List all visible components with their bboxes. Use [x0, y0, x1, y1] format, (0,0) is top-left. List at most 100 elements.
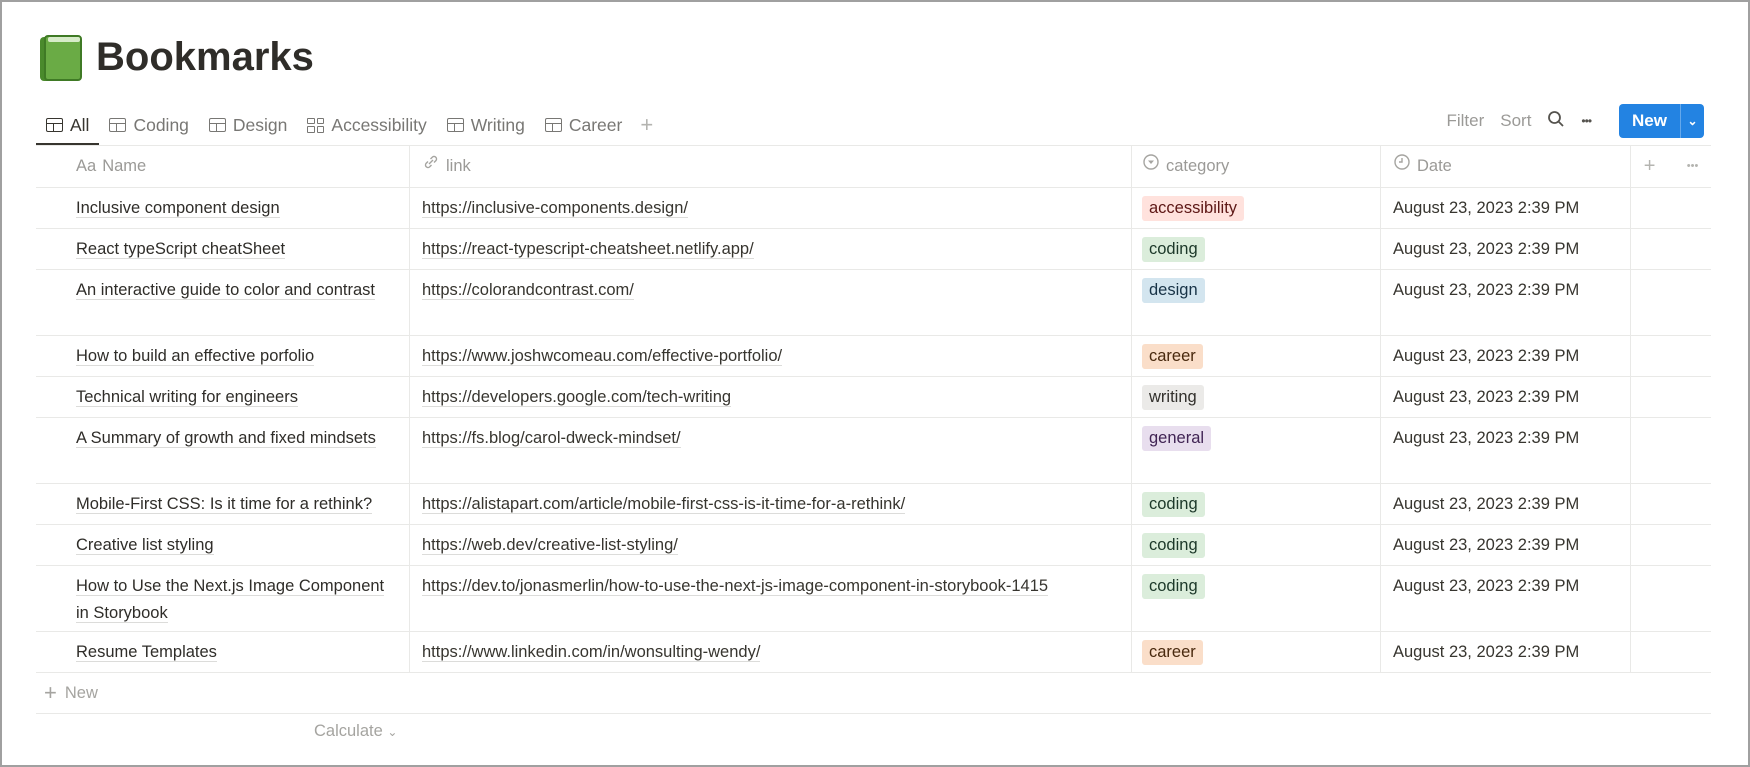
category-cell[interactable]: writing [1132, 377, 1381, 417]
table-row[interactable]: Mobile-First CSS: Is it time for a rethi… [36, 484, 1711, 525]
name-cell[interactable]: An interactive guide to color and contra… [36, 270, 410, 335]
add-view-icon[interactable]: + [640, 112, 654, 137]
date-cell[interactable]: August 23, 2023 2:39 PM [1381, 484, 1631, 524]
table-row[interactable]: A Summary of growth and fixed mindsets ht… [36, 418, 1711, 484]
table-row[interactable]: An interactive guide to color and contra… [36, 270, 1711, 336]
name-cell[interactable]: React typeScript cheatSheet [36, 229, 410, 269]
category-cell[interactable]: coding [1132, 229, 1381, 269]
table-row[interactable]: Resume Templates https://www.linkedin.com… [36, 632, 1711, 673]
link-cell[interactable]: https://www.linkedin.com/in/wonsulting-w… [410, 632, 1132, 672]
date-cell[interactable]: August 23, 2023 2:39 PM [1381, 188, 1631, 228]
divider [36, 145, 1711, 146]
tab-accessibility[interactable]: Accessibility [297, 106, 436, 144]
name-cell[interactable]: How to build an effective porfolio [36, 336, 410, 376]
bookmark-link[interactable]: https://www.linkedin.com/in/wonsulting-w… [422, 643, 761, 662]
name-cell[interactable]: How to Use the Next.js Image Component i… [36, 566, 410, 631]
column-header-name[interactable]: Aa Name [36, 146, 410, 187]
table-row[interactable]: How to Use the Next.js Image Component i… [36, 566, 1711, 632]
table-row[interactable]: How to build an effective porfolio https:… [36, 336, 1711, 377]
date-cell[interactable]: August 23, 2023 2:39 PM [1381, 418, 1631, 483]
more-options-icon[interactable]: ••• [1581, 114, 1592, 128]
name-cell[interactable]: Creative list styling [36, 525, 410, 565]
name-cell[interactable]: Resume Templates [36, 632, 410, 672]
bookmark-link[interactable]: https://fs.blog/carol-dweck-mindset/ [422, 429, 681, 448]
bookmark-link[interactable]: https://developers.google.com/tech-writi… [422, 388, 732, 407]
category-cell[interactable]: general [1132, 418, 1381, 483]
category-cell[interactable]: coding [1132, 525, 1381, 565]
bookmark-name[interactable]: Technical writing for engineers [76, 388, 298, 407]
empty-cell [1631, 188, 1711, 228]
tab-label: Career [568, 114, 623, 135]
bookmark-link[interactable]: https://alistapart.com/article/mobile-fi… [422, 495, 906, 514]
date-cell[interactable]: August 23, 2023 2:39 PM [1381, 525, 1631, 565]
date-cell[interactable]: August 23, 2023 2:39 PM [1381, 632, 1631, 672]
bookmark-link[interactable]: https://react-typescript-cheatsheet.netl… [422, 240, 754, 259]
tab-writing[interactable]: Writing [437, 106, 535, 144]
tab-design[interactable]: Design [199, 106, 297, 144]
empty-cell [1631, 525, 1711, 565]
link-cell[interactable]: https://developers.google.com/tech-writi… [410, 377, 1132, 417]
bookmark-name[interactable]: An interactive guide to color and contra… [76, 281, 376, 300]
bookmark-name[interactable]: How to build an effective porfolio [76, 347, 315, 366]
category-cell[interactable]: career [1132, 632, 1381, 672]
sort-button[interactable]: Sort [1500, 111, 1532, 130]
name-cell[interactable]: Technical writing for engineers [36, 377, 410, 417]
date-cell[interactable]: August 23, 2023 2:39 PM [1381, 566, 1631, 631]
calculate-button[interactable]: Calculate ⌄ [314, 722, 397, 741]
category-tag: career [1142, 640, 1203, 665]
link-cell[interactable]: https://alistapart.com/article/mobile-fi… [410, 484, 1132, 524]
link-cell[interactable]: https://www.joshwcomeau.com/effective-po… [410, 336, 1132, 376]
more-icon[interactable]: ••• [1686, 160, 1699, 172]
category-cell[interactable]: accessibility [1132, 188, 1381, 228]
link-cell[interactable]: https://react-typescript-cheatsheet.netl… [410, 229, 1132, 269]
search-icon[interactable] [1547, 110, 1565, 133]
bookmark-name[interactable]: Mobile-First CSS: Is it time for a rethi… [76, 495, 373, 514]
chevron-down-icon[interactable]: ⌄ [1680, 104, 1704, 138]
bookmark-link[interactable]: https://dev.to/jonasmerlin/how-to-use-th… [422, 577, 1049, 596]
table-row[interactable]: Creative list styling https://web.dev/cre… [36, 525, 1711, 566]
bookmark-name[interactable]: Inclusive component design [76, 199, 280, 218]
category-cell[interactable]: coding [1132, 484, 1381, 524]
new-button[interactable]: New ⌄ [1619, 104, 1704, 138]
link-cell[interactable]: https://colorandcontrast.com/ [410, 270, 1132, 335]
filter-button[interactable]: Filter [1446, 111, 1485, 130]
link-cell[interactable]: https://inclusive-components.design/ [410, 188, 1132, 228]
table-row[interactable]: React typeScript cheatSheet https://react… [36, 229, 1711, 270]
date-cell[interactable]: August 23, 2023 2:39 PM [1381, 229, 1631, 269]
bookmark-name[interactable]: Resume Templates [76, 643, 217, 662]
date-cell[interactable]: August 23, 2023 2:39 PM [1381, 336, 1631, 376]
table-row[interactable]: Inclusive component design https://inclus… [36, 188, 1711, 229]
date-cell[interactable]: August 23, 2023 2:39 PM [1381, 377, 1631, 417]
bookmark-name[interactable]: React typeScript cheatSheet [76, 240, 286, 259]
new-button-label[interactable]: New [1632, 111, 1667, 130]
name-cell[interactable]: Inclusive component design [36, 188, 410, 228]
table-row[interactable]: Technical writing for engineers https://d… [36, 377, 1711, 418]
bookmark-name[interactable]: A Summary of growth and fixed mindsets [76, 429, 376, 448]
empty-cell [1631, 566, 1711, 631]
category-cell[interactable]: design [1132, 270, 1381, 335]
category-cell[interactable]: career [1132, 336, 1381, 376]
bookmark-link[interactable]: https://web.dev/creative-list-styling/ [422, 536, 678, 555]
column-label: category [1166, 157, 1230, 175]
bookmark-link[interactable]: https://www.joshwcomeau.com/effective-po… [422, 347, 783, 366]
column-header-date[interactable]: Date [1381, 146, 1631, 187]
add-property-icon[interactable]: + [1643, 155, 1656, 177]
bookmark-name[interactable]: Creative list styling [76, 536, 214, 555]
tab-coding[interactable]: Coding [99, 106, 198, 144]
bookmark-link[interactable]: https://inclusive-components.design/ [422, 199, 688, 218]
category-cell[interactable]: coding [1132, 566, 1381, 631]
link-cell[interactable]: https://web.dev/creative-list-styling/ [410, 525, 1132, 565]
column-header-category[interactable]: category [1132, 146, 1381, 187]
name-cell[interactable]: A Summary of growth and fixed mindsets [36, 418, 410, 483]
bookmark-link[interactable]: https://colorandcontrast.com/ [422, 281, 634, 300]
tab-all[interactable]: All [36, 106, 100, 145]
column-header-link[interactable]: link [410, 146, 1132, 187]
bookmark-name[interactable]: How to Use the Next.js Image Component i… [76, 577, 385, 623]
date-cell[interactable]: August 23, 2023 2:39 PM [1381, 270, 1631, 335]
link-cell[interactable]: https://fs.blog/carol-dweck-mindset/ [410, 418, 1132, 483]
add-row-button[interactable]: + New [36, 673, 1711, 714]
name-cell[interactable]: Mobile-First CSS: Is it time for a rethi… [36, 484, 410, 524]
link-cell[interactable]: https://dev.to/jonasmerlin/how-to-use-th… [410, 566, 1132, 631]
date-value: August 23, 2023 2:39 PM [1393, 429, 1580, 447]
tab-career[interactable]: Career [535, 106, 633, 144]
